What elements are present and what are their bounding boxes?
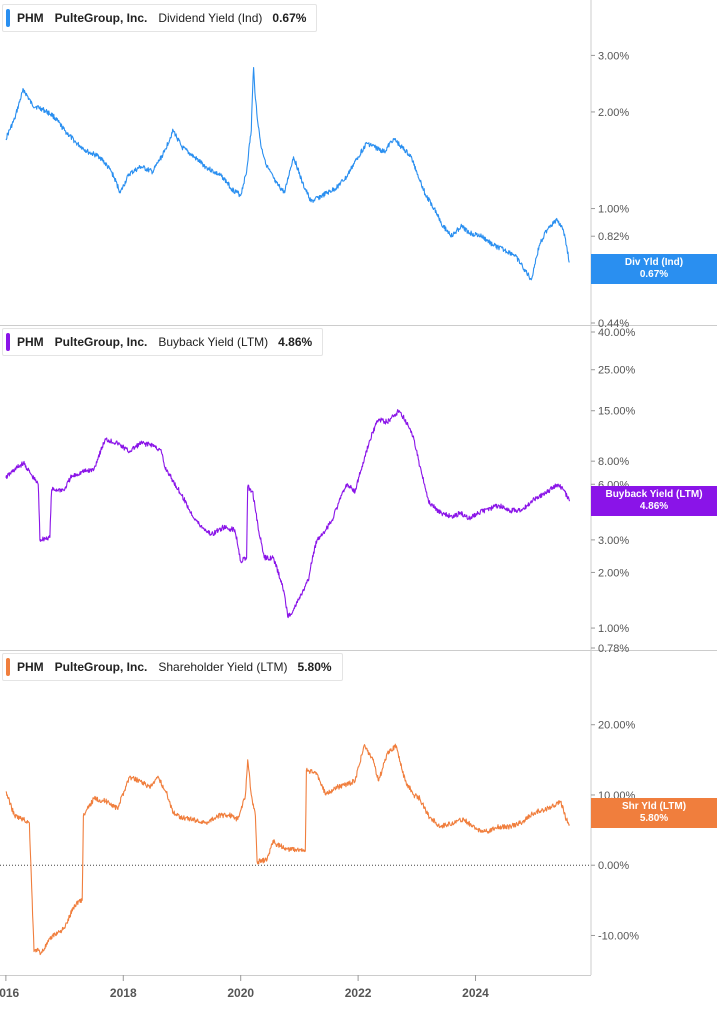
legend-value: 4.86% <box>278 335 313 349</box>
legend-company: PulteGroup, Inc. <box>54 660 148 674</box>
legend-buyback-swatch <box>6 333 10 351</box>
y-tick-label: 1.00% <box>598 623 629 635</box>
value-tag-label: Buyback Yield (LTM) <box>605 489 703 500</box>
y-tick-label: 0.78% <box>598 643 629 655</box>
y-tick-label: 15.00% <box>598 406 636 418</box>
x-tick-label: 2024 <box>462 986 489 1000</box>
y-tick-label: 20.00% <box>598 720 636 732</box>
legend-metric: Shareholder Yield (LTM) <box>158 660 288 674</box>
value-tag-value: 5.80% <box>639 813 669 824</box>
legend-company: PulteGroup, Inc. <box>54 11 148 25</box>
y-tick-label: 2.00% <box>598 107 629 119</box>
series-line <box>5 409 571 619</box>
value-tag-buyback: Buyback Yield (LTM) 4.86% <box>591 486 717 516</box>
y-tick-label: 40.00% <box>598 327 636 339</box>
series-line <box>5 743 570 956</box>
y-tick-label: 3.00% <box>598 50 629 62</box>
x-tick-label: 2016 <box>0 986 20 1000</box>
legend-company: PulteGroup, Inc. <box>54 335 148 349</box>
y-tick-label: 1.00% <box>598 204 629 216</box>
x-tick-label: 2022 <box>345 986 372 1000</box>
y-tick-label: 25.00% <box>598 365 636 377</box>
y-tick-label: 0.00% <box>598 860 629 872</box>
x-tick-label: 2020 <box>227 986 254 1000</box>
y-tick-label: 0.44% <box>598 318 629 330</box>
legend-buyback: PHM PulteGroup, Inc. Buyback Yield (LTM)… <box>2 328 324 356</box>
legend-value: 0.67% <box>272 11 307 25</box>
series-line <box>5 66 570 281</box>
legend-ticker: PHM <box>17 335 44 349</box>
legend-value: 5.80% <box>297 660 332 674</box>
value-tag-shareholder: Shr Yld (LTM) 5.80% <box>591 798 717 828</box>
x-tick-label: 2018 <box>110 986 137 1000</box>
legend-shareholder-swatch <box>6 658 10 676</box>
y-tick-label: 2.00% <box>598 567 629 579</box>
y-tick-label: 3.00% <box>598 535 629 547</box>
y-tick-label: 0.82% <box>598 231 629 243</box>
y-tick-label: -10.00% <box>598 930 639 942</box>
y-tick-label: 8.00% <box>598 456 629 468</box>
value-tag-dividend: Div Yld (Ind) 0.67% <box>591 254 717 284</box>
legend-metric: Dividend Yield (Ind) <box>158 11 263 25</box>
value-tag-value: 0.67% <box>639 269 669 280</box>
value-tag-value: 4.86% <box>639 501 669 512</box>
legend-dividend-swatch <box>6 9 10 27</box>
legend-dividend: PHM PulteGroup, Inc. Dividend Yield (Ind… <box>2 4 318 32</box>
value-tag-label: Shr Yld (LTM) <box>621 801 687 812</box>
legend-metric: Buyback Yield (LTM) <box>158 335 269 349</box>
legend-shareholder: PHM PulteGroup, Inc. Shareholder Yield (… <box>2 653 343 681</box>
value-tag-label: Div Yld (Ind) <box>624 257 684 268</box>
legend-ticker: PHM <box>17 11 44 25</box>
legend-ticker: PHM <box>17 660 44 674</box>
